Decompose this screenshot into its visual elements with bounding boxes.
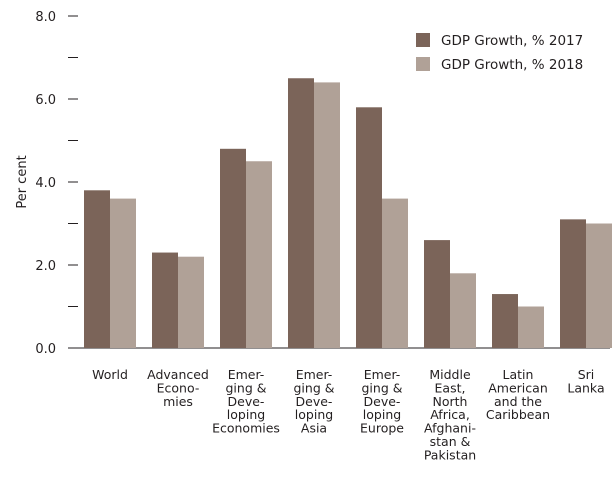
- bar: [424, 240, 450, 348]
- category-label-line: Advanced: [147, 367, 209, 382]
- y-tick-label: 8.0: [35, 10, 56, 25]
- category-label-line: Latin: [503, 367, 534, 382]
- category-label-line: Economies: [212, 421, 280, 436]
- category-label-line: ging &: [226, 380, 267, 395]
- category-label-line: East,: [435, 380, 466, 395]
- legend-label: GDP Growth, % 2017: [441, 33, 583, 49]
- category-label-line: Sri: [578, 367, 595, 382]
- category-label-line: stan &: [430, 434, 471, 449]
- bar: [84, 190, 110, 348]
- category-label-line: Afghani-: [424, 421, 476, 436]
- category-label-line: and the: [494, 394, 542, 409]
- category-label-line: Deve-: [228, 394, 265, 409]
- category-label-line: World: [92, 367, 128, 382]
- category-label: Middle East, North Africa, Afghani-stan & Pak…: [424, 367, 476, 462]
- category-label: Emer-ging & Deve-loping Europe: [360, 367, 404, 436]
- category-label-line: Emer-: [364, 367, 401, 382]
- bar: [450, 273, 476, 348]
- category-label-line: Asia: [301, 421, 327, 436]
- category-label: World: [92, 367, 128, 382]
- category-label-line: Emer-: [296, 367, 333, 382]
- category-label-line: Deve-: [364, 394, 401, 409]
- bar: [246, 161, 272, 348]
- bar: [586, 223, 612, 348]
- category-label-line: loping: [227, 407, 265, 422]
- bar: [152, 252, 178, 348]
- category-label-line: mies: [163, 394, 193, 409]
- category-label-line: loping: [295, 407, 333, 422]
- category-label-line: ging &: [294, 380, 335, 395]
- bar: [492, 294, 518, 348]
- bar: [314, 82, 340, 349]
- legend-swatch: [416, 57, 430, 71]
- category-label-line: Deve-: [296, 394, 333, 409]
- legend-label: GDP Growth, % 2018: [441, 57, 583, 73]
- category-label-line: Europe: [360, 421, 404, 436]
- legend-swatch: [416, 33, 430, 47]
- y-tick-label: 0.0: [35, 342, 56, 357]
- category-label: Sri Lanka: [567, 367, 604, 395]
- bar: [110, 198, 136, 348]
- category-label: Advanced Econo-mies: [147, 367, 209, 409]
- bar: [178, 256, 204, 348]
- legend: GDP Growth, % 2017 GDP Growth, % 2018: [416, 33, 583, 73]
- bar: [220, 148, 246, 348]
- category-label-line: Africa,: [430, 407, 470, 422]
- category-label-line: American: [488, 380, 548, 395]
- category-label-line: ging &: [362, 380, 403, 395]
- bar: [356, 107, 382, 348]
- y-tick-label: 4.0: [35, 176, 56, 191]
- y-axis: 0.0 2.0 4.0 6.0 8.0: [35, 10, 78, 357]
- bar: [560, 219, 586, 348]
- category-label-line: Middle: [429, 367, 471, 382]
- category-label-line: Lanka: [567, 380, 604, 395]
- bar: [288, 78, 314, 348]
- category-label: Emer-ging & Deve-loping Economies: [212, 367, 280, 436]
- category-label-line: loping: [363, 407, 401, 422]
- category-label: Latin American and the Caribbean: [486, 367, 550, 422]
- category-label-line: Emer-: [228, 367, 265, 382]
- bar: [518, 306, 544, 348]
- category-label-line: Econo-: [157, 380, 200, 395]
- category-label-line: North: [433, 394, 468, 409]
- category-label-line: Caribbean: [486, 407, 550, 422]
- category-label: Emer-ging & Deve-loping Asia: [294, 367, 335, 436]
- y-axis-label: Per cent: [15, 155, 30, 208]
- y-tick-label: 2.0: [35, 259, 56, 274]
- bar: [382, 198, 408, 348]
- bars: [84, 78, 612, 349]
- category-label-line: Pakistan: [424, 447, 476, 462]
- y-tick-label: 6.0: [35, 93, 56, 108]
